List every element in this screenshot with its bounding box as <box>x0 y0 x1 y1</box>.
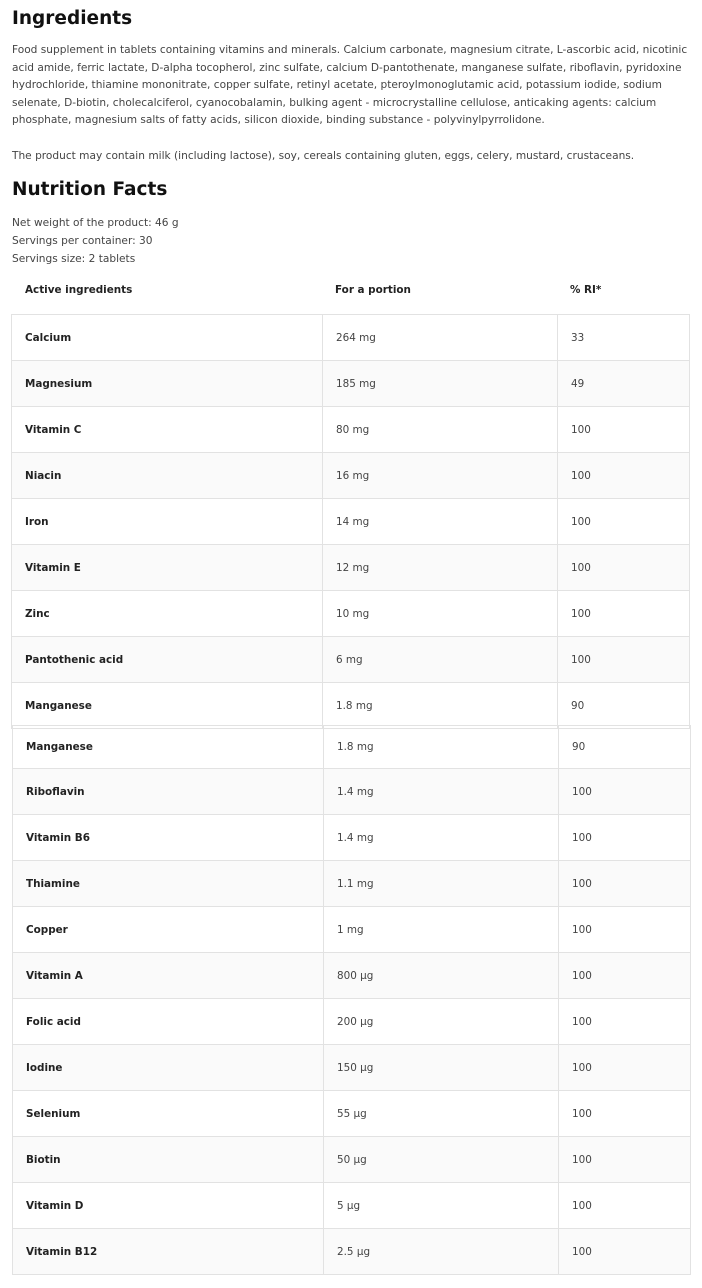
ri-percent: 90 <box>557 682 690 729</box>
portion-amount: 55 µg <box>323 1090 559 1137</box>
net-weight: Net weight of the product: 46 g <box>12 217 179 229</box>
portion-amount: 80 mg <box>322 406 558 453</box>
ri-percent: 100 <box>558 814 691 861</box>
nutrient-name: Vitamin B6 <box>12 814 324 861</box>
table-row: Manganese 1.8 mg 90 <box>12 725 691 769</box>
table-row: Pantothenic acid 6 mg 100 <box>11 636 690 683</box>
table-row: Iodine 150 µg 100 <box>12 1044 691 1091</box>
nutrient-name: Thiamine <box>12 860 324 907</box>
portion-amount: 1.1 mg <box>323 860 559 907</box>
table-row: Copper 1 mg 100 <box>12 906 691 953</box>
table-row: Riboflavin 1.4 mg 100 <box>12 768 691 815</box>
table-row: Vitamin B12 2.5 µg 100 <box>12 1228 691 1275</box>
nutrient-name: Pantothenic acid <box>11 636 323 683</box>
ri-percent: 100 <box>558 768 691 815</box>
table-row: Manganese 1.8 mg 90 <box>11 682 690 729</box>
ri-percent: 33 <box>557 314 690 361</box>
portion-amount: 5 µg <box>323 1182 559 1229</box>
nutrient-name: Niacin <box>11 452 323 499</box>
allergens-text: The product may contain milk (including … <box>12 150 635 162</box>
table-row: Vitamin C 80 mg 100 <box>11 406 690 453</box>
nutrient-name: Zinc <box>11 590 323 637</box>
ri-percent: 100 <box>558 860 691 907</box>
portion-amount: 150 µg <box>323 1044 559 1091</box>
table-row: Niacin 16 mg 100 <box>11 452 690 499</box>
portion-amount: 200 µg <box>323 998 559 1045</box>
table-row: Vitamin A 800 µg 100 <box>12 952 691 999</box>
nutrient-name: Iron <box>11 498 323 545</box>
ri-percent: 100 <box>557 590 690 637</box>
nutrient-name: Vitamin A <box>12 952 324 999</box>
table-row: Biotin 50 µg 100 <box>12 1136 691 1183</box>
ri-percent: 100 <box>557 544 690 591</box>
nutrition-table: Calcium 264 mg 33 Magnesium 185 mg 49 Vitamin … <box>11 314 690 729</box>
nutrient-name: Folic acid <box>12 998 324 1045</box>
portion-amount: 264 mg <box>322 314 558 361</box>
portion-amount: 1.4 mg <box>323 814 559 861</box>
ri-percent: 49 <box>557 360 690 407</box>
nutrient-name: Biotin <box>12 1136 324 1183</box>
portion-amount: 6 mg <box>322 636 558 683</box>
nutrition-table-continued: Manganese 1.8 mg 90 Riboflavin 1.4 mg 100 Vita… <box>12 725 691 1275</box>
portion-amount: 14 mg <box>322 498 558 545</box>
table-row: Vitamin E 12 mg 100 <box>11 544 690 591</box>
nutrient-name: Iodine <box>12 1044 324 1091</box>
nutrient-name: Riboflavin <box>12 768 324 815</box>
nutrient-name: Vitamin B12 <box>12 1228 324 1275</box>
portion-amount: 1 mg <box>323 906 559 953</box>
table-row: Calcium 264 mg 33 <box>11 314 690 361</box>
header-active-ingredients: Active ingredients <box>25 284 133 296</box>
ri-percent: 100 <box>558 1182 691 1229</box>
table-row: Iron 14 mg 100 <box>11 498 690 545</box>
portion-amount: 1.4 mg <box>323 768 559 815</box>
ri-percent: 100 <box>558 906 691 953</box>
nutrient-name: Selenium <box>12 1090 324 1137</box>
nutrient-name: Manganese <box>12 725 324 769</box>
ri-percent: 100 <box>558 1044 691 1091</box>
ri-percent: 100 <box>558 1090 691 1137</box>
nutrient-name: Vitamin C <box>11 406 323 453</box>
ri-percent: 100 <box>557 636 690 683</box>
table-row: Zinc 10 mg 100 <box>11 590 690 637</box>
ri-percent: 100 <box>557 406 690 453</box>
nutrient-name: Vitamin E <box>11 544 323 591</box>
nutrient-name: Copper <box>12 906 324 953</box>
table-row: Magnesium 185 mg 49 <box>11 360 690 407</box>
nutrient-name: Calcium <box>11 314 323 361</box>
table-row: Thiamine 1.1 mg 100 <box>12 860 691 907</box>
portion-amount: 50 µg <box>323 1136 559 1183</box>
portion-amount: 2.5 µg <box>323 1228 559 1275</box>
ri-percent: 100 <box>558 1136 691 1183</box>
table-row: Vitamin B6 1.4 mg 100 <box>12 814 691 861</box>
ri-percent: 90 <box>558 725 691 769</box>
portion-amount: 1.8 mg <box>322 682 558 729</box>
portion-amount: 800 µg <box>323 952 559 999</box>
portion-amount: 10 mg <box>322 590 558 637</box>
portion-amount: 12 mg <box>322 544 558 591</box>
nutrient-name: Magnesium <box>11 360 323 407</box>
ingredients-text: Food supplement in tablets containing vi… <box>12 44 688 126</box>
portion-amount: 16 mg <box>322 452 558 499</box>
portion-amount: 1.8 mg <box>323 725 559 769</box>
ri-percent: 100 <box>558 1228 691 1275</box>
table-row: Selenium 55 µg 100 <box>12 1090 691 1137</box>
ri-percent: 100 <box>558 998 691 1045</box>
nutrient-name: Manganese <box>11 682 323 729</box>
header-for-a-portion: For a portion <box>335 284 411 296</box>
table-row: Folic acid 200 µg 100 <box>12 998 691 1045</box>
portion-amount: 185 mg <box>322 360 558 407</box>
nutrient-name: Vitamin D <box>12 1182 324 1229</box>
ri-percent: 100 <box>558 952 691 999</box>
ri-percent: 100 <box>557 452 690 499</box>
ingredients-title: Ingredients <box>12 8 133 29</box>
servings-per-container: Servings per container: 30 <box>12 235 153 247</box>
nutrition-title: Nutrition Facts <box>12 179 168 200</box>
ri-percent: 100 <box>557 498 690 545</box>
header-ri: % RI* <box>570 284 602 296</box>
serving-size: Servings size: 2 tablets <box>12 253 136 265</box>
